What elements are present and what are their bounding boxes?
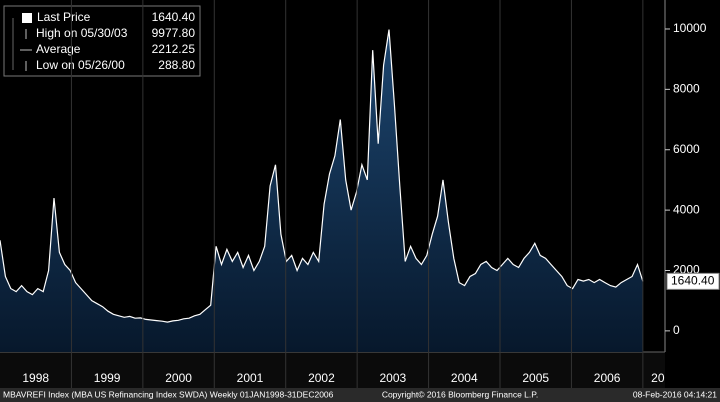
y-tick-label: 6000 — [673, 142, 700, 156]
legend-label: High on 05/30/03 — [36, 26, 128, 40]
x-tick-label: 2005 — [522, 371, 549, 385]
footer-mid: Copyright© 2016 Bloomberg Finance L.P. — [382, 389, 538, 399]
line — [0, 29, 644, 323]
x-tick-label: 2001 — [237, 371, 264, 385]
legend-value: 9977.80 — [152, 26, 196, 40]
footer-right: 08-Feb-2016 04:14:21 — [633, 389, 717, 399]
y-tick-label: 4000 — [673, 202, 700, 216]
y-tick-label: 0 — [673, 323, 680, 337]
legend-label: Last Price — [37, 10, 91, 24]
plot — [0, 29, 644, 352]
footer-left: MBAVREFI Index (MBA US Refinancing Index… — [3, 389, 334, 399]
y-tick-label: 8000 — [673, 82, 700, 96]
x-tick-label: 1999 — [94, 371, 121, 385]
footer-band — [0, 388, 720, 402]
last-value-box — [666, 272, 720, 290]
legend-box — [3, 5, 201, 77]
legend-value: 288.80 — [158, 58, 195, 72]
x-tick-label: 2002 — [308, 371, 335, 385]
x-tick-label: 2003 — [380, 371, 407, 385]
last-value-label: 1640.40 — [671, 274, 715, 288]
x-tick-label: 2006 — [594, 371, 621, 385]
legend-label: Low on 05/26/00 — [36, 58, 125, 72]
x-tick-label: 20 — [651, 371, 665, 385]
x-tick-label: 2004 — [451, 371, 478, 385]
x-axis-band — [0, 352, 665, 388]
legend-value: 2212.25 — [152, 42, 196, 56]
legend-label: Average — [36, 42, 81, 56]
area — [0, 29, 643, 352]
x-tick-label: 2000 — [165, 371, 192, 385]
legend: Last Price 1640.40 High on 05/30/03 9977.80… — [3, 5, 201, 77]
x-tick-label: 1998 — [22, 371, 49, 385]
legend-swatch — [22, 13, 32, 23]
y-tick-label: 10000 — [673, 21, 707, 35]
legend-value: 1640.40 — [152, 10, 196, 24]
